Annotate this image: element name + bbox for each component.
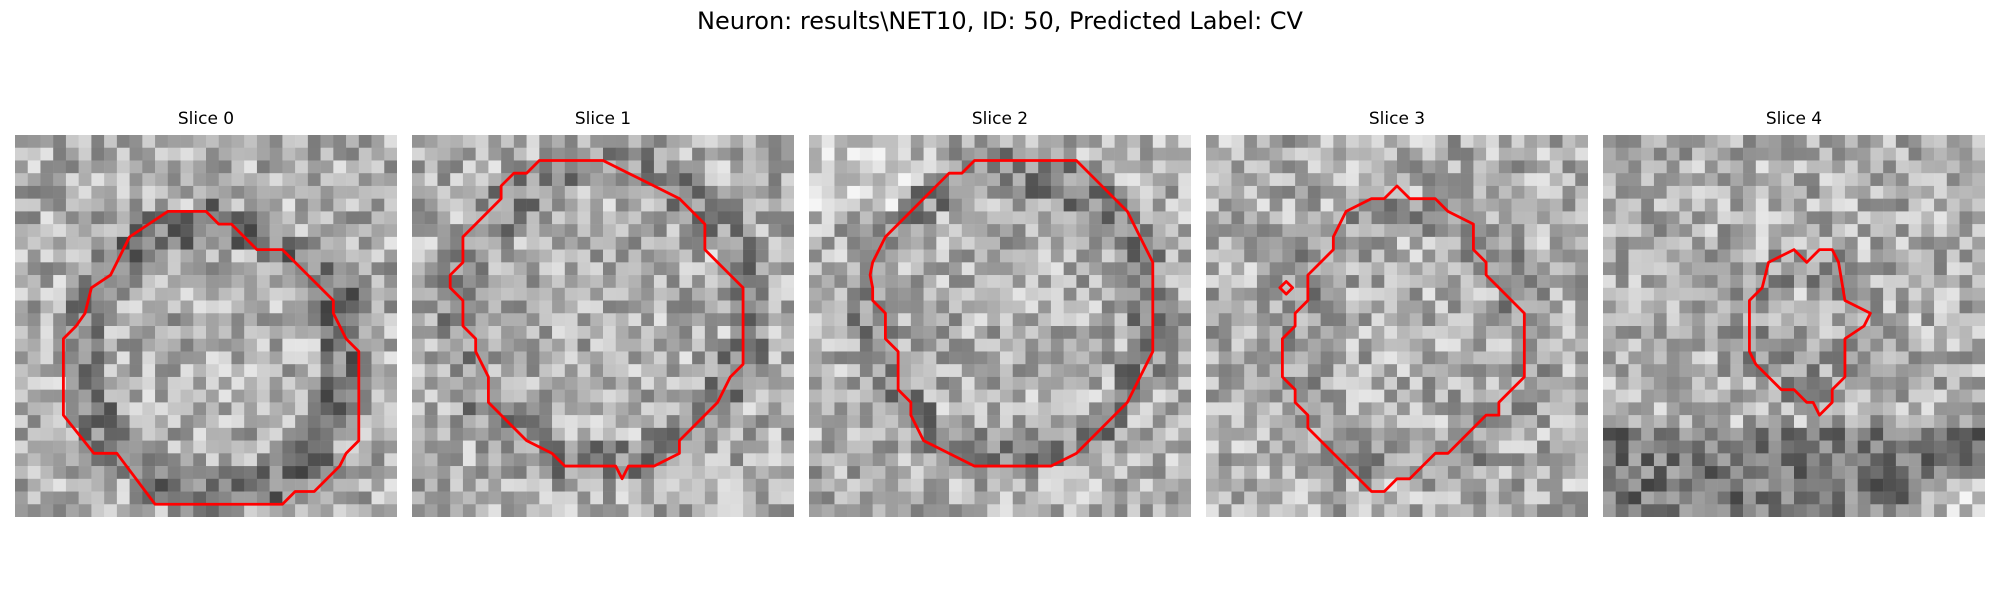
slice-title-0: Slice 0	[177, 109, 235, 129]
grayscale-pixel-grid	[412, 135, 794, 517]
slice-image-3	[1206, 135, 1588, 517]
segmentation-contour	[868, 159, 1155, 468]
grayscale-pixel-grid	[809, 135, 1191, 517]
slice-image-1	[412, 135, 794, 517]
grayscale-pixel-grid	[1603, 135, 1985, 517]
slice-title-4: Slice 4	[1765, 109, 1823, 129]
segmentation-contour	[1280, 184, 1526, 493]
segmentation-contour	[1748, 248, 1872, 417]
slice-panel-4: Slice 4	[1603, 108, 1985, 517]
slice-title-1: Slice 1	[574, 109, 632, 129]
segmentation-contour	[61, 209, 361, 506]
slice-title-2: Slice 2	[971, 109, 1029, 129]
figure-title: Neuron: results\NET10, ID: 50, Predicted…	[697, 7, 1303, 35]
grayscale-pixel-grid	[15, 135, 397, 517]
slice-panel-3: Slice 3	[1206, 108, 1588, 517]
segmentation-contour-island	[1278, 280, 1294, 296]
slice-title-3: Slice 3	[1368, 109, 1426, 129]
slice-image-0	[15, 135, 397, 517]
segmentation-contour	[448, 159, 745, 481]
grayscale-pixel-grid	[1206, 135, 1588, 517]
slice-panel-2: Slice 2	[809, 108, 1191, 517]
slice-panel-1: Slice 1	[412, 108, 794, 517]
slice-image-4	[1603, 135, 1985, 517]
slice-panel-0: Slice 0	[15, 108, 397, 517]
slice-image-2	[809, 135, 1191, 517]
